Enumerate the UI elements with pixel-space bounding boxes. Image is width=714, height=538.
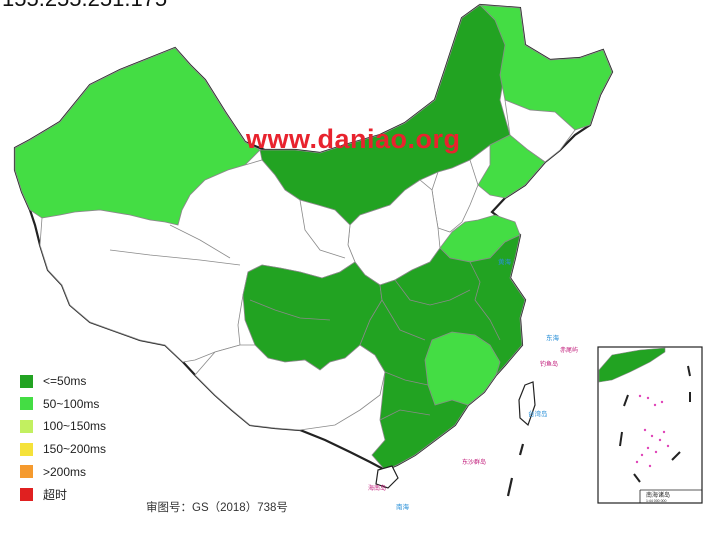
- sea-labels: 黄海 东海 南海 台湾岛: [396, 257, 560, 511]
- sea-label-taiwan: 台湾岛: [528, 409, 548, 418]
- region-taiwan: [518, 381, 536, 427]
- legend-swatch: [20, 397, 33, 411]
- island-label-diaoyu: 钓鱼岛: [540, 360, 558, 368]
- sea-label-east: 东海: [546, 333, 560, 342]
- region-hainan: [375, 465, 399, 489]
- sea-boundary-dashes: [506, 443, 525, 497]
- legend-item-lt50: <=50ms: [20, 370, 106, 393]
- legend-item-100-150: 100~150ms: [20, 415, 106, 438]
- region-southwest-white: [194, 344, 386, 431]
- legend-swatch: [20, 465, 33, 479]
- province-borders: [109, 199, 501, 421]
- inset-scale: 1:44 000 000: [646, 499, 666, 503]
- site-watermark: www.daniao.org: [246, 124, 461, 154]
- legend-label: 50~100ms: [43, 396, 100, 411]
- inset-title: 南海诸岛: [646, 491, 670, 499]
- legend-item-150-200: 150~200ms: [20, 438, 106, 461]
- legend-label: 100~150ms: [43, 419, 107, 434]
- map-approval-number: 审图号：GS（2018）738号: [146, 502, 288, 514]
- island-label-hainan: 海南岛: [368, 484, 386, 492]
- legend-swatch: [20, 442, 33, 456]
- island-label-dongsha: 东沙群岛: [462, 458, 486, 466]
- legend-swatch: [20, 487, 33, 501]
- legend-item-50-100: 50~100ms: [20, 393, 106, 416]
- sea-label-south: 南海: [396, 502, 410, 511]
- island-label-chiwei: 赤尾屿: [560, 346, 578, 354]
- legend-label: 超时: [43, 487, 68, 502]
- legend-swatch: [20, 419, 33, 433]
- legend-item-gt200: >200ms: [20, 460, 106, 483]
- latency-legend: <=50ms 50~100ms 100~150ms 150~200ms >200…: [20, 370, 106, 506]
- legend-label: <=50ms: [43, 374, 87, 389]
- region-heilongjiang: [478, 4, 613, 131]
- sea-label-yellow: 黄海: [498, 257, 512, 266]
- island-labels: 钓鱼岛 赤尾屿 东沙群岛 海南岛: [368, 346, 578, 492]
- south-sea-inset: 南海诸岛 1:44 000 000: [597, 346, 703, 504]
- ip-address-label: 155.255.251.175: [2, 0, 167, 12]
- region-liaoning: [477, 134, 546, 199]
- legend-item-timeout: 超时: [20, 483, 106, 506]
- legend-label: >200ms: [43, 464, 87, 479]
- legend-label: 150~200ms: [43, 442, 107, 457]
- legend-swatch: [20, 374, 33, 388]
